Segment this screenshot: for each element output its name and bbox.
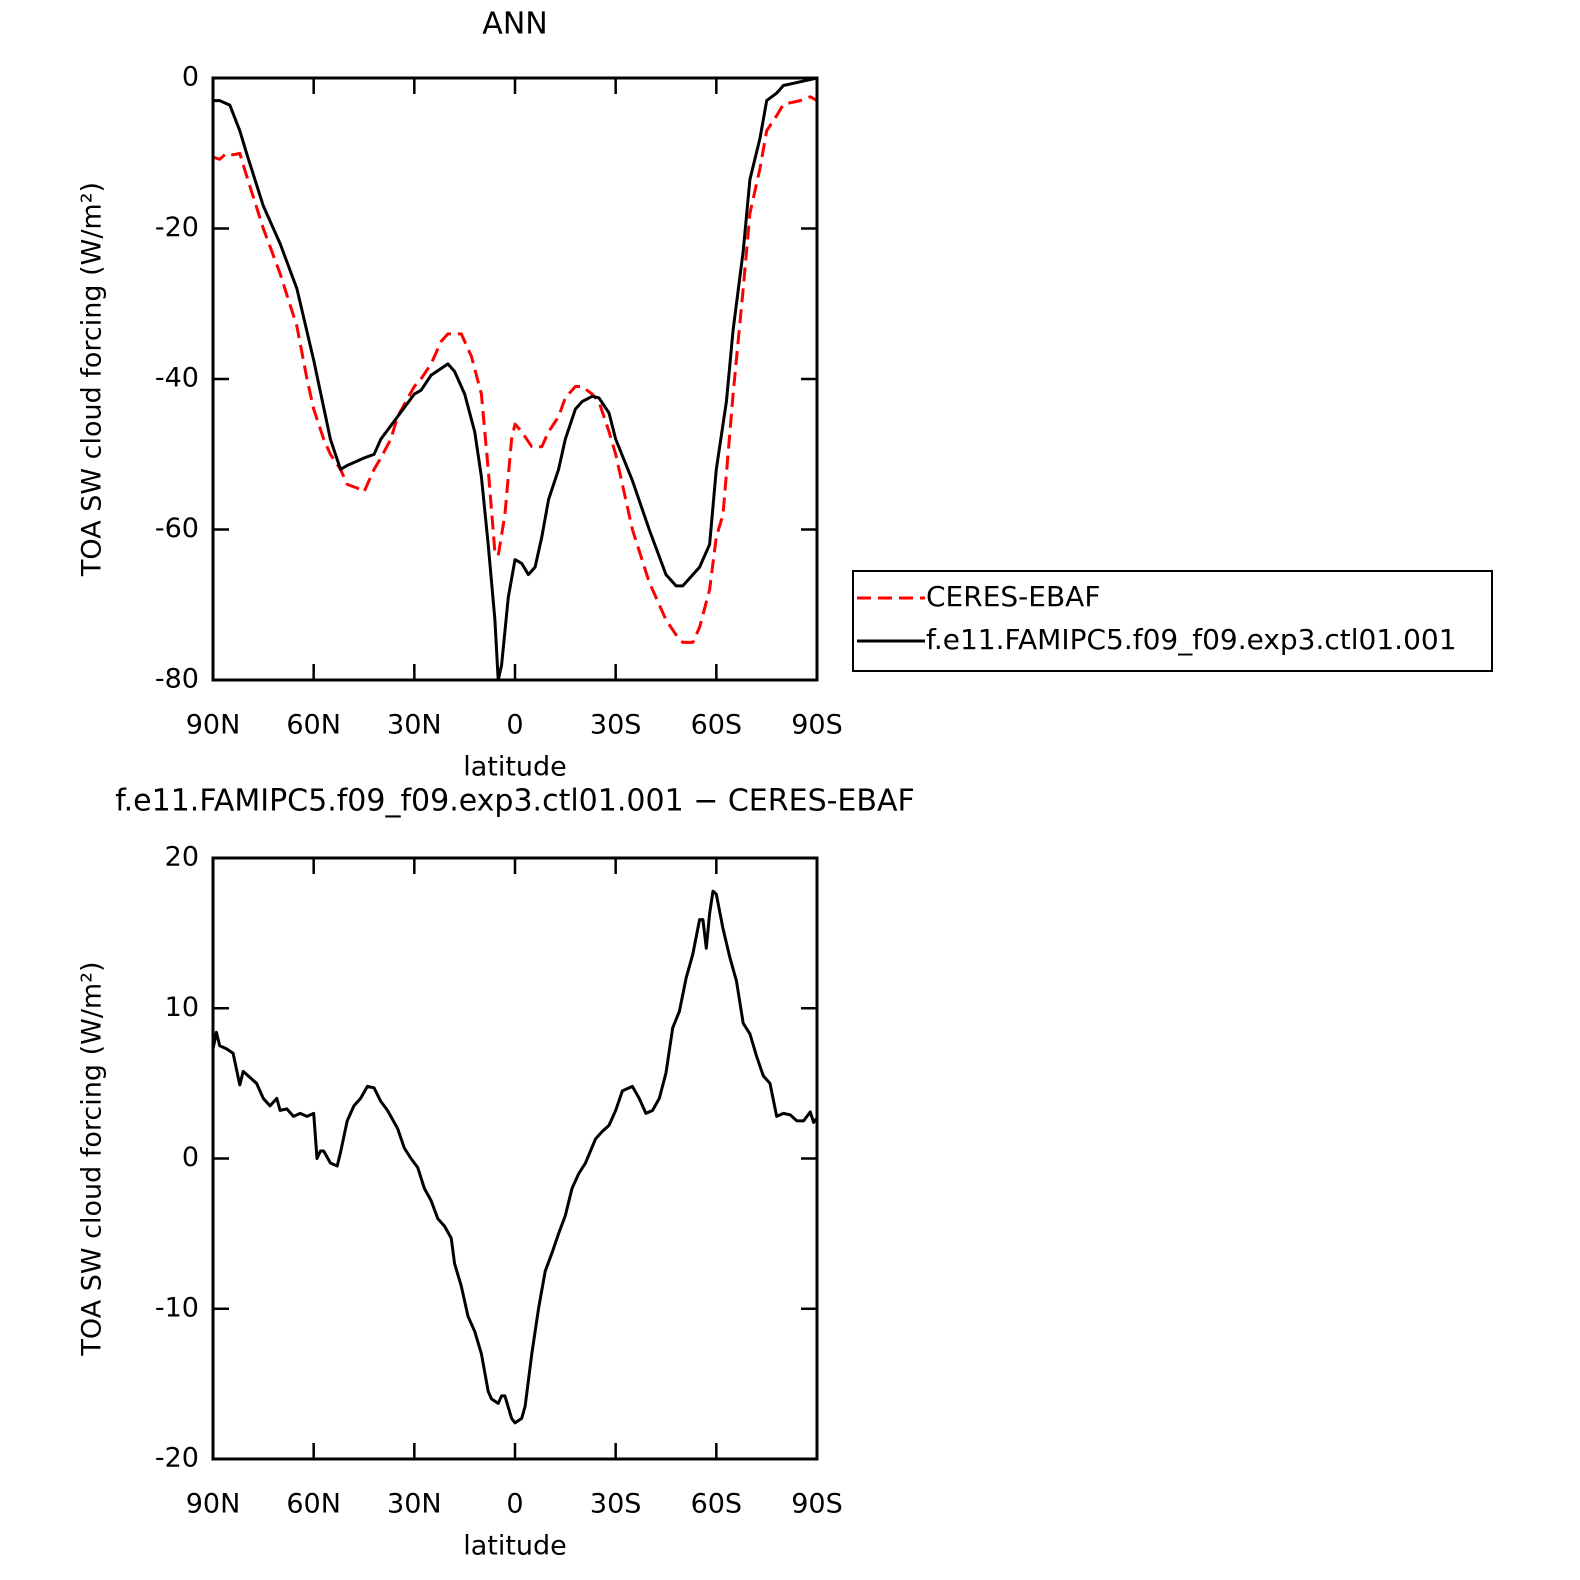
y-tick-label: -60	[155, 513, 199, 544]
x-tick-label: 60S	[691, 710, 743, 741]
x-axis-label: latitude	[463, 1531, 567, 1562]
x-tick-label: 30N	[387, 1489, 442, 1520]
y-tick-label: 20	[165, 842, 199, 873]
x-tick-label: 90S	[791, 710, 843, 741]
x-tick-label: 30S	[590, 710, 642, 741]
x-tick-label: 90N	[186, 1489, 241, 1520]
y-tick-label: -20	[155, 1443, 199, 1474]
y-tick-label: -10	[155, 1292, 199, 1323]
x-tick-label: 60N	[286, 1489, 341, 1520]
x-tick-label: 30S	[590, 1489, 642, 1520]
chart-title: f.e11.FAMIPC5.f09_f09.exp3.ctl01.001 − C…	[115, 784, 915, 819]
data-line	[212, 95, 818, 644]
x-tick-label: 90N	[186, 710, 241, 741]
x-tick-label: 0	[506, 1489, 523, 1520]
x-tick-label: 60S	[691, 1489, 743, 1520]
y-axis-label: TOA SW cloud forcing (W/m²)	[77, 961, 108, 1356]
legend-label: f.e11.FAMIPC5.f09_f09.exp3.ctl01.001	[926, 623, 1457, 656]
chart-title: ANN	[482, 7, 547, 42]
plot-frame	[211, 76, 819, 682]
y-tick-label: 0	[182, 62, 199, 93]
x-tick-label: 60N	[286, 710, 341, 741]
x-tick-label: 90S	[791, 1489, 843, 1520]
legend-box	[852, 570, 1493, 672]
x-axis-label: latitude	[463, 752, 567, 783]
y-tick-label: -80	[155, 664, 199, 695]
data-line	[211, 889, 819, 1425]
y-axis-label: TOA SW cloud forcing (W/m²)	[77, 182, 108, 577]
x-tick-label: 0	[506, 710, 523, 741]
plot-frame	[211, 856, 819, 1461]
x-tick-label: 30N	[387, 710, 442, 741]
y-tick-label: -40	[155, 363, 199, 394]
y-tick-label: 0	[182, 1142, 199, 1173]
data-line	[213, 76, 818, 682]
y-tick-label: -20	[155, 212, 199, 243]
legend-label: CERES-EBAF	[926, 580, 1100, 613]
legend: CERES-EBAF f.e11.FAMIPC5.f09_f09.exp3.ctl…	[852, 570, 1493, 672]
y-tick-label: 10	[165, 992, 199, 1023]
